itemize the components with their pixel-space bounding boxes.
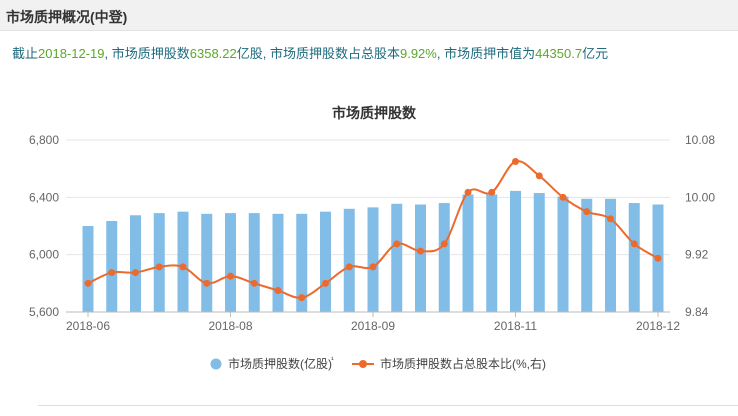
bar — [557, 196, 569, 312]
chart-title: 市场质押股数 — [332, 105, 417, 121]
y-left-tick-label: 6,400 — [29, 190, 59, 204]
ratio-point — [274, 287, 282, 294]
ratio-point — [512, 158, 519, 165]
ratio-point — [393, 240, 401, 248]
ratio-point — [654, 254, 662, 262]
summary-text-unit: 亿元 — [582, 46, 609, 61]
bar — [343, 208, 355, 312]
ratio-point — [417, 247, 424, 255]
y-right-tick-label: 10.00 — [685, 190, 715, 204]
ratio-point — [559, 193, 567, 201]
ratio-point — [630, 240, 638, 248]
ratio-point — [227, 272, 234, 280]
bar — [415, 204, 426, 312]
ratio-point — [322, 279, 329, 287]
summary-text-market-value: , 市场质押市值为 — [436, 46, 536, 61]
chart-panel: 市场质押股数 5,600 9.84 6,000 9.92 6,400 10.00 6,800… — [0, 72, 738, 411]
y-right-tick-label: 10.08 — [685, 133, 715, 147]
legend-line-marker — [359, 360, 367, 368]
bar — [581, 198, 593, 312]
y-right-tick-label: 9.84 — [685, 305, 709, 319]
bar — [510, 190, 521, 312]
summary-text-shares: , 市场质押股数 — [104, 46, 190, 61]
bar — [130, 215, 141, 312]
bar — [628, 203, 640, 312]
x-tick-label: 2018-11 — [494, 319, 537, 333]
y-left-tick-label: 6,000 — [29, 248, 59, 262]
bar — [106, 220, 118, 312]
bar — [177, 211, 189, 312]
ratio-point — [345, 263, 353, 271]
bar — [486, 194, 498, 312]
x-tick-label: 2018-06 — [66, 319, 110, 333]
y-left-tick-label: 5,600 — [29, 305, 59, 319]
summary-line: 截止2018-12-19, 市场质押股数6358.22亿股, 市场质押股数占总股… — [12, 43, 608, 62]
bar — [153, 213, 165, 312]
ratio-point — [440, 240, 448, 248]
ratio-point — [535, 172, 543, 180]
bar — [225, 213, 236, 312]
ratio-point — [250, 279, 258, 287]
bar — [462, 194, 474, 312]
bar — [533, 193, 545, 312]
summary-shares-value: 6358.22 — [189, 46, 237, 61]
ratio-point — [203, 279, 211, 287]
x-tick-label: 2018-12 — [636, 319, 680, 333]
bottom-divider — [38, 405, 738, 406]
bar — [391, 203, 403, 312]
bar — [248, 213, 260, 312]
x-tick-label: 2018-08 — [208, 319, 252, 333]
section-header: 市场质押概况(中登) — [0, 0, 738, 31]
bar — [82, 226, 94, 312]
summary-market-value: 44350.7 — [535, 46, 583, 61]
bar — [367, 207, 379, 312]
bar — [438, 203, 450, 312]
ratio-point — [179, 263, 187, 271]
ratio-point — [298, 294, 306, 302]
y-left-tick-label: 6,800 — [29, 133, 59, 147]
ratio-point — [464, 188, 472, 196]
ratio-point — [607, 215, 614, 223]
summary-text-ratio: 亿股, 市场质押股数占总股本 — [236, 46, 400, 61]
ratio-point — [132, 269, 139, 277]
bar — [605, 198, 616, 312]
ratio-point — [488, 188, 496, 196]
ratio-point — [108, 269, 116, 277]
section-title: 市场质押概况(中登) — [6, 9, 128, 25]
bar — [272, 213, 284, 312]
legend-line-label: 市场质押股数占总股本比(%,右) — [380, 356, 546, 371]
legend-bar-footnote: ¹ — [331, 355, 334, 364]
ratio-point — [369, 263, 377, 271]
ratio-point — [84, 279, 92, 287]
x-tick-label: 2018-09 — [351, 319, 395, 333]
pledge-chart: 市场质押股数 5,600 9.84 6,000 9.92 6,400 10.00 6,800… — [29, 105, 715, 371]
ratio-point — [583, 208, 591, 216]
bar — [296, 213, 308, 312]
summary-date: 2018-12-19 — [38, 46, 105, 61]
bar — [320, 211, 331, 312]
summary-lead: 截止 — [12, 46, 39, 61]
summary-ratio-value: 9.92% — [399, 46, 437, 61]
ratio-point — [155, 263, 163, 271]
y-right-tick-label: 9.92 — [685, 248, 709, 262]
bar — [201, 213, 213, 312]
legend-bar-label: 市场质押股数(亿股) — [228, 356, 332, 371]
legend-bar-marker — [210, 358, 222, 370]
